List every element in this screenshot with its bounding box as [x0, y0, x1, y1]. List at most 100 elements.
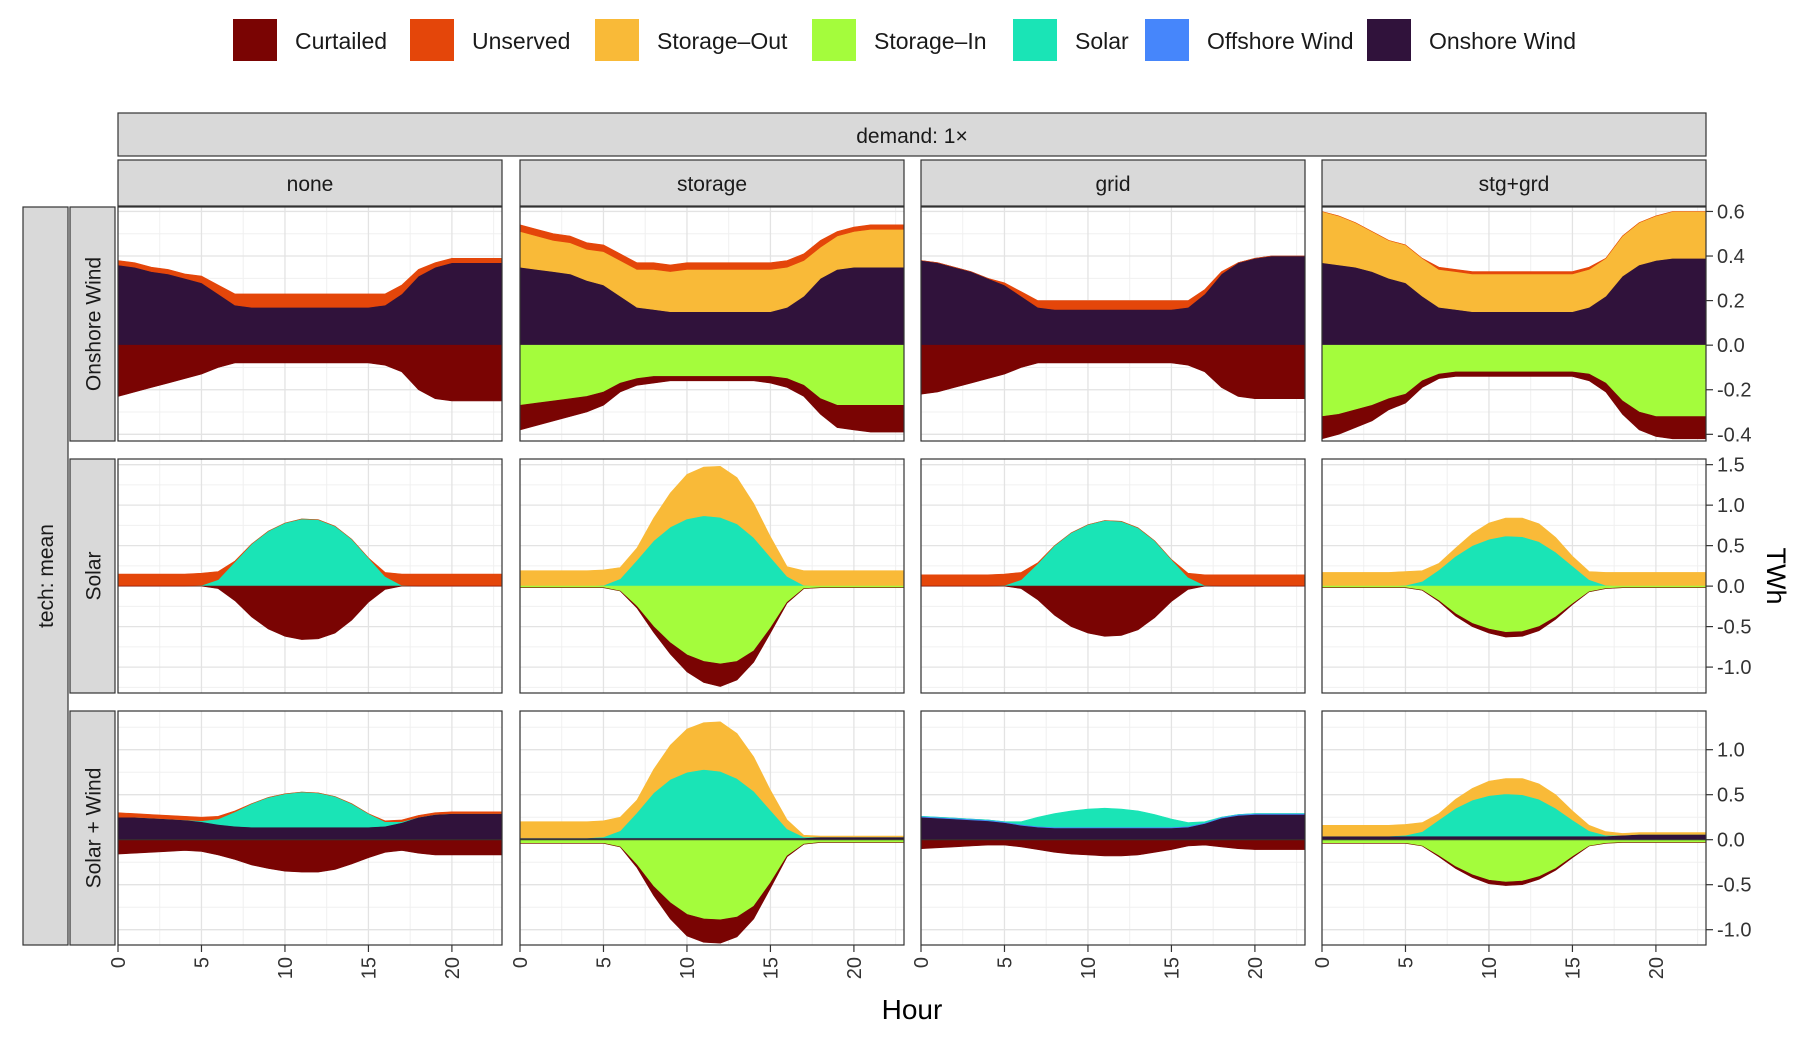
- area-unserved: [1322, 211, 1706, 275]
- row-strips: Onshore Wind Solar Solar + Wind: [69, 206, 116, 946]
- x-tick-label: 20: [442, 957, 464, 979]
- area-stack: [118, 518, 502, 640]
- side-strip-tech: tech: mean: [22, 206, 69, 946]
- y-tick-label: -0.5: [1717, 875, 1751, 897]
- panel-0-2: [920, 206, 1306, 442]
- area-stack: [921, 520, 1305, 637]
- col-strip-box: [117, 159, 503, 207]
- x-tick-label: 20: [844, 957, 866, 979]
- area-curtailed: [1322, 371, 1706, 440]
- legend-swatch-onshore-wind: [1367, 19, 1411, 61]
- col-strip-box: [1321, 159, 1707, 207]
- row-strip-label-2: Solar + Wind: [83, 768, 106, 889]
- panel-border: [1321, 710, 1707, 946]
- area-curtailed: [921, 585, 1305, 637]
- x-tick-label: 5: [191, 957, 213, 968]
- legend-label-onshore-wind: Onshore Wind: [1429, 28, 1576, 54]
- area-curtailed: [520, 587, 904, 687]
- top-strip-label: demand: 1×: [856, 125, 968, 148]
- y-tick-label: -0.5: [1717, 617, 1751, 639]
- legend-label-storage-in: Storage–In: [874, 28, 987, 54]
- area-stack: [520, 465, 904, 687]
- y-tick-label: -1.0: [1717, 657, 1751, 679]
- y-tick-label: 0.5: [1717, 536, 1745, 558]
- panel-border: [920, 710, 1306, 946]
- y-tick-label: 0.6: [1717, 201, 1745, 223]
- panel-border: [117, 206, 503, 442]
- x-tick-label: 20: [1245, 957, 1267, 979]
- area-unserved: [921, 255, 1305, 310]
- x-tick-label: 0: [510, 957, 532, 968]
- area-unserved: [118, 518, 502, 587]
- y-tick-label: 0.2: [1717, 291, 1745, 313]
- col-strip-box: [519, 159, 905, 207]
- panel-border: [519, 710, 905, 946]
- row-strip-box: [69, 458, 116, 694]
- side-strip-box: [22, 206, 69, 946]
- y-tick-label: 0.0: [1717, 576, 1745, 598]
- area-stack: [1322, 517, 1706, 638]
- area-storage-out: [1322, 778, 1706, 837]
- area-curtailed: [520, 842, 904, 944]
- area-stack: [1322, 211, 1706, 440]
- x-tick-label: 10: [677, 957, 699, 979]
- y-tick-label: 0.0: [1717, 830, 1745, 852]
- panel-1-0: [117, 458, 503, 694]
- area-stack: [921, 807, 1305, 857]
- x-tick-label: 10: [275, 957, 297, 979]
- x-tick-label: 15: [1562, 957, 1584, 979]
- legend-swatch-solar: [1013, 19, 1057, 61]
- x-tick-label: 0: [911, 957, 933, 968]
- area-stack: [118, 258, 502, 402]
- y-tick-label: 0.0: [1717, 335, 1745, 357]
- area-stack: [520, 721, 904, 944]
- x-tick-label: 5: [994, 957, 1016, 968]
- panel-border: [920, 206, 1306, 442]
- panel-border: [117, 710, 503, 946]
- x-tick-label: 15: [760, 957, 782, 979]
- x-tick-label: 0: [108, 957, 130, 968]
- panel-border: [920, 458, 1306, 694]
- col-strip-box: [920, 159, 1306, 207]
- panel-2-3: [1321, 710, 1707, 946]
- panel-border: [1321, 458, 1707, 694]
- panel-2-2: [920, 710, 1306, 946]
- column-strips: none storage grid stg+grd: [117, 159, 1707, 207]
- y-tick-label: 1.0: [1717, 495, 1745, 517]
- legend-label-solar: Solar: [1075, 28, 1129, 54]
- legend-label-offshore-wind: Offshore Wind: [1207, 28, 1354, 54]
- panel-border: [519, 206, 905, 442]
- x-tick-label: 10: [1479, 957, 1501, 979]
- legend-label-curtailed: Curtailed: [295, 28, 387, 54]
- x-tick-label: 20: [1646, 957, 1668, 979]
- legend-swatch-curtailed: [233, 19, 277, 61]
- legend-swatch-storage-in: [812, 19, 856, 61]
- area-curtailed: [1322, 842, 1706, 886]
- row-strip-box: [69, 206, 116, 442]
- panel-1-2: [920, 458, 1306, 694]
- area-storage-out: [1322, 517, 1706, 587]
- legend-swatch-storage-out: [595, 19, 639, 61]
- area-unserved: [118, 791, 502, 822]
- row-strip-label-0: Onshore Wind: [83, 257, 106, 391]
- side-strip-label: tech: mean: [35, 524, 58, 628]
- y-tick-label: 0.4: [1717, 246, 1745, 268]
- row-strip-label-1: Solar: [83, 551, 106, 600]
- x-tick-label: 10: [1078, 957, 1100, 979]
- area-storage-out: [520, 721, 904, 839]
- panel-border: [519, 458, 905, 694]
- y-tick-label: -0.4: [1717, 424, 1751, 446]
- legend: Curtailed Unserved Storage–Out Storage–In So…: [233, 19, 1576, 61]
- y-tick-label: 1.5: [1717, 455, 1745, 477]
- legend-label-unserved: Unserved: [472, 28, 570, 54]
- y-axis-title: TWh: [1761, 548, 1791, 605]
- area-curtailed: [118, 344, 502, 402]
- y-tick-label: 1.0: [1717, 740, 1745, 762]
- panel-border: [117, 458, 503, 694]
- y-tick-label: -0.2: [1717, 380, 1751, 402]
- area-unserved: [520, 224, 904, 272]
- legend-swatch-unserved: [410, 19, 454, 61]
- legend-swatch-offshore-wind: [1145, 19, 1189, 61]
- area-storage-out: [520, 465, 904, 587]
